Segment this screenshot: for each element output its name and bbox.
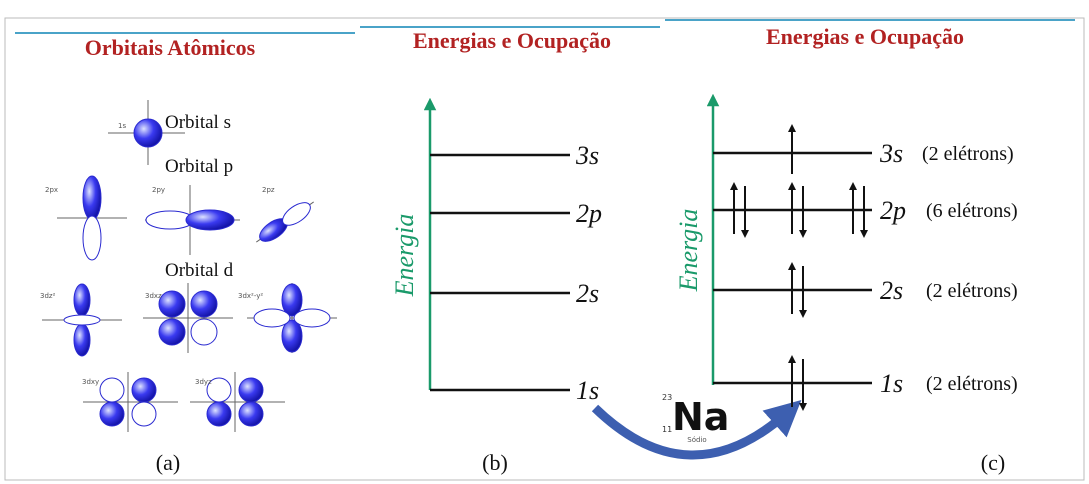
panel-title: Energias e Ocupação [413, 28, 611, 53]
level-label: 2s [576, 279, 599, 308]
small-label: 2pz [262, 186, 275, 194]
caption: (a) [156, 450, 180, 475]
small-label: 2py [152, 186, 165, 194]
panel-title: Orbitais Atômicos [85, 35, 256, 60]
orbital-label: Orbital s [165, 112, 231, 133]
level-label: 3s [575, 141, 599, 170]
level-label: 2s [880, 276, 903, 305]
element-name: Sódio [687, 436, 706, 444]
small-label: 1s [118, 122, 126, 130]
level-label: 2p [576, 199, 602, 228]
diagram: Orbitais Atômicos Orbital s Orbital p Or… [0, 0, 1089, 484]
small-label: 3dxz [145, 292, 162, 300]
level-label: 2p [880, 196, 906, 225]
small-label: 3dyz [195, 378, 212, 386]
small-label: 3dz² [40, 292, 56, 300]
occupancy: (2 elétrons) [922, 143, 1014, 165]
element-mass: 23 [662, 393, 672, 402]
level-label: 1s [880, 369, 903, 398]
caption: (c) [981, 450, 1005, 475]
axis-label: Energia [390, 214, 419, 298]
occupancy: (2 elétrons) [926, 280, 1018, 302]
small-label: 2px [45, 186, 58, 194]
frame [5, 18, 1084, 480]
occupancy: (2 elétrons) [926, 373, 1018, 395]
caption: (b) [482, 450, 508, 475]
small-label: 3dx²-y² [238, 292, 263, 300]
occupancy: (6 elétrons) [926, 200, 1018, 222]
element-number: 11 [662, 425, 672, 434]
small-label: 3dxy [82, 378, 99, 386]
element-symbol: Na [672, 395, 729, 439]
electron-spins [734, 128, 864, 407]
level-label: 3s [879, 139, 903, 168]
panel-title: Energias e Ocupação [766, 24, 964, 49]
axis-label: Energia [674, 209, 703, 293]
orbital-label: Orbital d [165, 260, 234, 281]
level-label: 1s [576, 376, 599, 405]
orbital-label: Orbital p [165, 156, 233, 177]
